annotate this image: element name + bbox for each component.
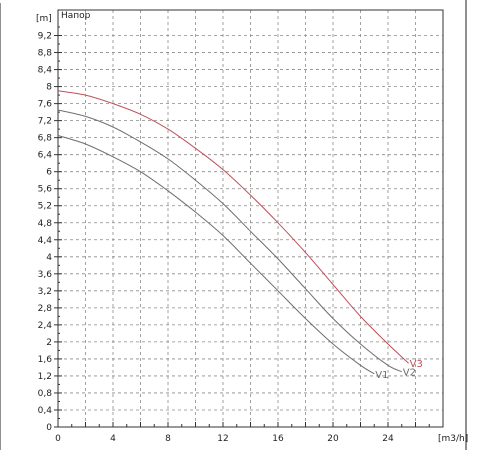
y-tick-label: 7,2 <box>38 117 52 127</box>
y-tick-label: 3,2 <box>38 287 52 297</box>
y-tick-label: 2,4 <box>38 321 53 331</box>
y-tick-label: 5,2 <box>38 202 52 212</box>
y-tick-label: 4 <box>46 253 52 263</box>
y-tick-label: 0,4 <box>38 406 53 416</box>
series-line-v1 <box>57 135 375 375</box>
y-tick-label: 0 <box>46 423 52 433</box>
y-tick-label: 8,4 <box>38 66 53 76</box>
y-tick-label: 6,8 <box>38 134 53 144</box>
y-tick-label: 5,6 <box>38 185 53 195</box>
series-label-v3: V3 <box>410 359 423 370</box>
grid-layer <box>58 10 443 427</box>
y-tick-label: 7,6 <box>38 100 53 110</box>
y-tick-label: 8,8 <box>38 49 53 59</box>
y-tick-label: 9,2 <box>38 32 52 42</box>
x-axis-unit: [m3/h] <box>438 434 468 444</box>
y-tick-label: 2 <box>46 338 52 348</box>
y-axis-title: Напор <box>61 11 91 21</box>
y-tick-label: 4,4 <box>38 236 53 246</box>
series-line-v2 <box>57 109 403 373</box>
y-tick-label: 1,6 <box>38 355 53 365</box>
x-tick-label: 12 <box>217 434 228 444</box>
x-tick-label: 0 <box>55 434 61 444</box>
x-tick-label: 24 <box>382 434 394 444</box>
series-label-v2: V2 <box>403 368 416 379</box>
y-tick-label: 6 <box>46 168 52 178</box>
series-line-v3 <box>57 90 409 364</box>
y-tick-label: 4,8 <box>38 219 53 229</box>
y-tick-label: 2,8 <box>38 304 53 314</box>
y-tick-label: 1,2 <box>38 372 52 382</box>
y-tick-label: 0,8 <box>38 389 53 399</box>
y-tick-label: 6,4 <box>38 151 53 161</box>
y-tick-label: 3,6 <box>38 270 53 280</box>
axis-layer: 0 4 8 12 16 20 24 0 0,4 0,8 1,2 1,6 2 2,4 2,8 3,2 3,6 4 4,… <box>38 26 444 444</box>
y-axis-unit: [m] <box>36 14 52 24</box>
y-tick-label: 8 <box>46 83 52 93</box>
x-tick-label: 4 <box>110 434 116 444</box>
x-tick-label: 8 <box>165 434 171 444</box>
series-label-v1: V1 <box>375 370 388 381</box>
x-tick-label: 16 <box>272 434 284 444</box>
x-tick-label: 20 <box>327 434 339 444</box>
